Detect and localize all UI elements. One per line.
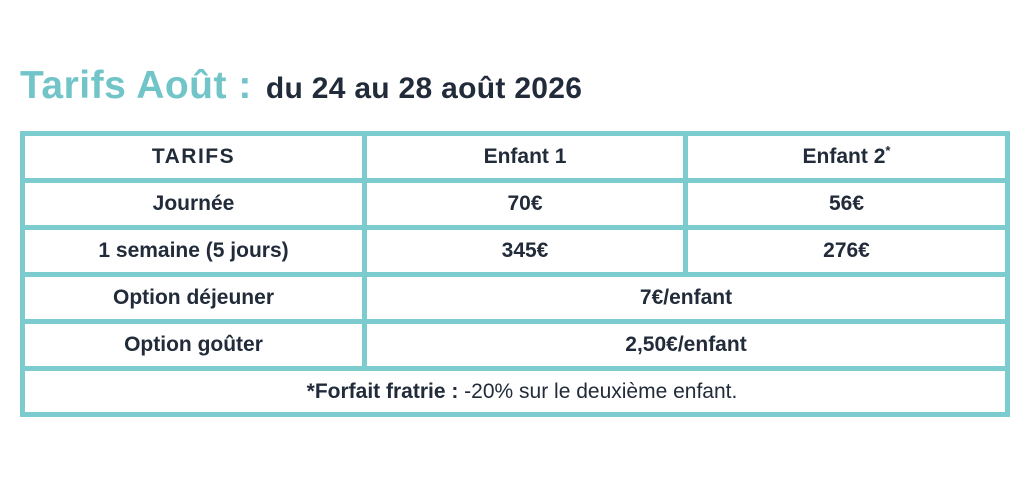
price-semaine-enfant1: 345€ (362, 225, 688, 277)
table-header-row: TARIFS Enfant 1 Enfant 2* (20, 131, 1010, 183)
table-row-journee: Journée 70€ 56€ (20, 178, 1010, 230)
price-journee-enfant1: 70€ (362, 178, 688, 230)
page-title: Tarifs Août : du 24 au 28 août 2026 (20, 64, 582, 108)
header-cell-enfant1: Enfant 1 (362, 131, 688, 183)
header-cell-tarifs: TARIFS (20, 131, 367, 183)
footnote-bold-text: *Forfait fratrie : (306, 379, 459, 403)
row-label-journee: Journée (20, 178, 367, 230)
table-footnote-row: *Forfait fratrie : -20% sur le deuxième … (20, 366, 1010, 417)
table-row-option-dejeuner: Option déjeuner 7€/enfant (20, 272, 1010, 324)
price-journee-enfant2: 56€ (683, 178, 1010, 230)
header-cell-enfant2: Enfant 2* (683, 131, 1010, 183)
price-semaine-enfant2: 276€ (683, 225, 1010, 277)
price-option-dejeuner: 7€/enfant (362, 272, 1010, 324)
row-label-option-gouter: Option goûter (20, 319, 367, 371)
header-enfant2-label: Enfant 2 (802, 145, 886, 168)
row-label-semaine: 1 semaine (5 jours) (20, 225, 367, 277)
table-row-option-gouter: Option goûter 2,50€/enfant (20, 319, 1010, 371)
title-highlight: Tarifs Août : (20, 64, 252, 107)
price-option-gouter: 2,50€/enfant (362, 319, 1010, 371)
footnote-cell: *Forfait fratrie : -20% sur le deuxième … (20, 366, 1010, 417)
table-row-semaine: 1 semaine (5 jours) 345€ 276€ (20, 225, 1010, 277)
footnote-rest-text: -20% sur le deuxième enfant. (458, 379, 738, 403)
row-label-option-dejeuner: Option déjeuner (20, 272, 367, 324)
title-date-range: du 24 au 28 août 2026 (265, 72, 583, 105)
pricing-table: TARIFS Enfant 1 Enfant 2* Journée 70€ 56… (20, 131, 1010, 417)
footnote-marker: * (885, 143, 891, 158)
